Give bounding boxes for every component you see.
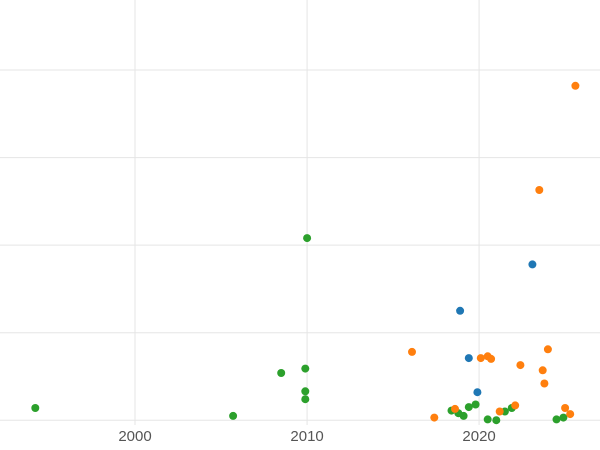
data-point-orange: [566, 410, 575, 419]
x-tick-label: 2000: [118, 428, 151, 445]
data-point-green: [301, 395, 310, 404]
data-point-orange: [476, 354, 485, 363]
data-point-orange: [451, 404, 459, 413]
data-point-orange: [495, 407, 504, 416]
data-point-green: [303, 234, 312, 243]
data-point-orange: [543, 345, 552, 354]
data-point-green: [492, 416, 501, 425]
data-point-orange: [538, 366, 547, 375]
x-tick-label: 2020: [462, 428, 495, 445]
data-point-blue: [456, 306, 465, 315]
data-point-green: [552, 415, 561, 424]
data-point-green: [471, 400, 480, 409]
data-point-green: [464, 403, 473, 412]
data-point-green: [229, 411, 238, 420]
data-point-blue: [473, 388, 482, 397]
data-point-green: [31, 404, 40, 412]
data-point-orange: [430, 413, 439, 422]
data-point-orange: [571, 81, 580, 90]
data-point-blue: [528, 260, 537, 269]
data-point-green: [277, 369, 286, 377]
data-point-orange: [535, 186, 544, 194]
data-point-blue: [464, 354, 473, 363]
data-point-green: [459, 411, 468, 420]
data-point-green: [483, 415, 492, 424]
data-point-orange: [511, 401, 520, 410]
data-point-green: [301, 364, 310, 373]
data-point-green: [301, 387, 310, 396]
data-point-orange: [408, 347, 416, 356]
x-tick-label: 2010: [290, 428, 323, 445]
data-point-orange: [516, 361, 525, 370]
data-point-orange: [540, 379, 549, 388]
data-point-orange: [561, 404, 570, 412]
data-point-orange: [487, 354, 496, 363]
data-point-green: [559, 413, 568, 422]
